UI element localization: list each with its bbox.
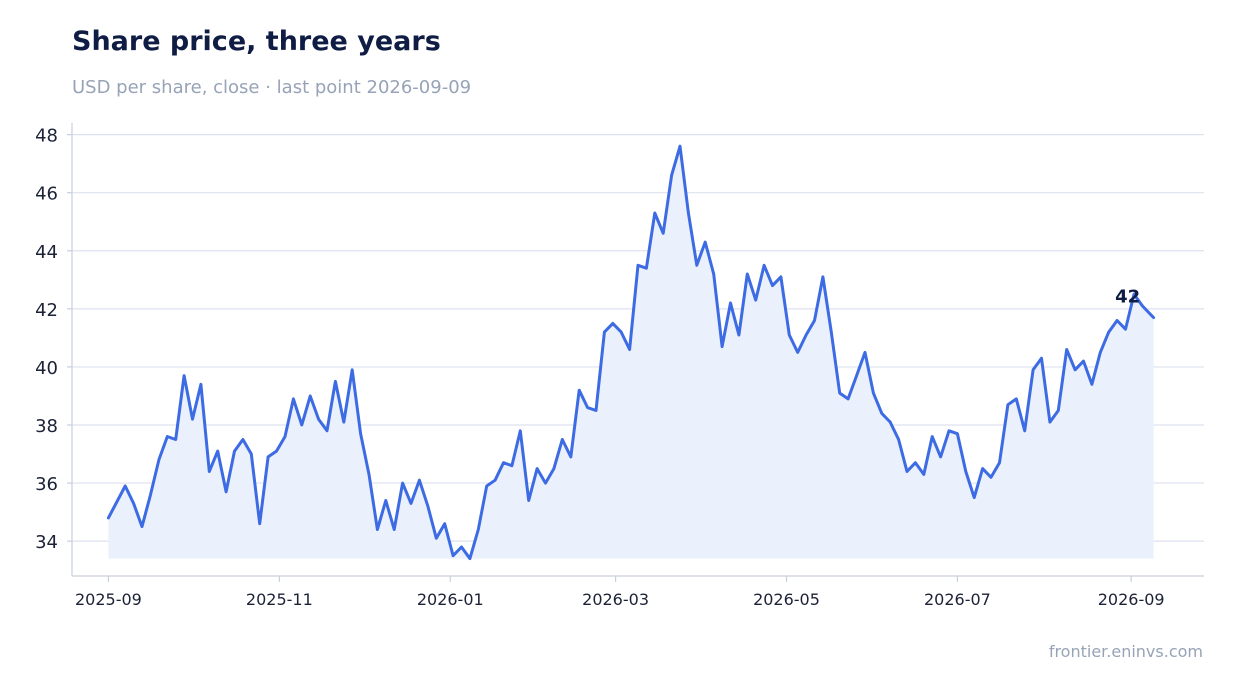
x-tick-label: 2025-09 <box>75 590 142 609</box>
x-tick-label: 2026-03 <box>582 590 649 609</box>
y-tick-label: 34 <box>35 532 58 553</box>
chart-subtitle: USD per share, close · last point 2026-0… <box>72 77 472 98</box>
chart-title: Share price, three years <box>72 26 441 57</box>
price-line <box>106 144 1156 561</box>
y-axis-ticks: 34 36 38 40 42 44 46 48 <box>35 126 72 553</box>
y-tick-label: 42 <box>35 300 58 321</box>
x-tick-label: 2026-01 <box>417 590 484 609</box>
y-tick-label: 38 <box>35 416 58 437</box>
x-tick-label: 2026-09 <box>1098 590 1165 609</box>
y-tick-label: 36 <box>35 474 58 495</box>
last-value-label: 42 <box>1115 287 1140 308</box>
y-tick-label: 48 <box>35 126 58 147</box>
x-tick-label: 2026-05 <box>753 590 820 609</box>
x-tick-label: 2026-07 <box>924 590 991 609</box>
x-axis-ticks: 2025-09 2025-11 2026-01 2026-03 2026-05 2026-… <box>75 576 1165 609</box>
y-tick-label: 46 <box>35 184 58 205</box>
y-tick-label: 44 <box>35 242 58 263</box>
price-area-fill <box>108 146 1154 559</box>
x-tick-label: 2025-11 <box>246 590 313 609</box>
y-tick-label: 40 <box>35 358 58 379</box>
source-note: frontier.eninvs.com <box>1048 642 1203 661</box>
